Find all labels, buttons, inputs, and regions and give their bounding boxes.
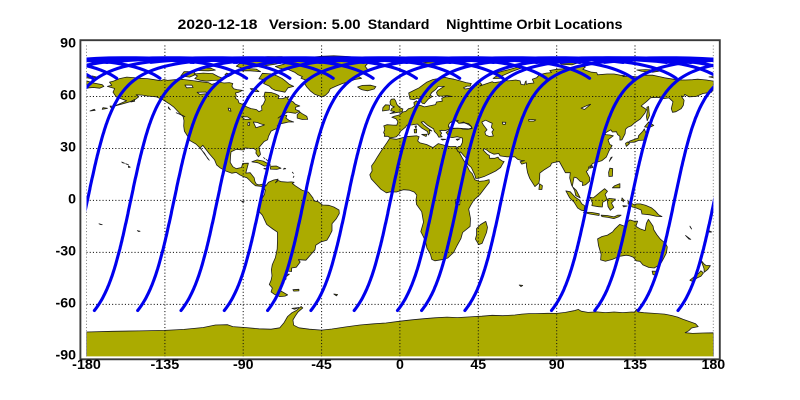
svg-text:90: 90 — [60, 36, 76, 52]
svg-text:-30: -30 — [56, 244, 77, 260]
svg-text:-45: -45 — [311, 357, 332, 373]
svg-text:Standard: Standard — [368, 17, 430, 33]
svg-text:-180: -180 — [72, 357, 101, 373]
svg-text:0: 0 — [68, 192, 76, 208]
svg-text:-90: -90 — [233, 357, 254, 373]
svg-text:0: 0 — [396, 357, 404, 373]
svg-text:-135: -135 — [151, 357, 180, 373]
svg-text:135: 135 — [623, 357, 647, 373]
svg-text:Version: 5.00: Version: 5.00 — [269, 17, 361, 33]
svg-text:45: 45 — [470, 357, 486, 373]
svg-text:90: 90 — [549, 357, 565, 373]
svg-text:Nighttime Orbit Locations: Nighttime Orbit Locations — [446, 17, 622, 33]
svg-text:2020-12-18: 2020-12-18 — [178, 17, 258, 33]
svg-text:-90: -90 — [56, 348, 77, 364]
svg-text:180: 180 — [702, 357, 726, 373]
svg-text:60: 60 — [60, 88, 76, 104]
svg-text:-60: -60 — [56, 296, 77, 312]
svg-text:30: 30 — [60, 140, 76, 156]
